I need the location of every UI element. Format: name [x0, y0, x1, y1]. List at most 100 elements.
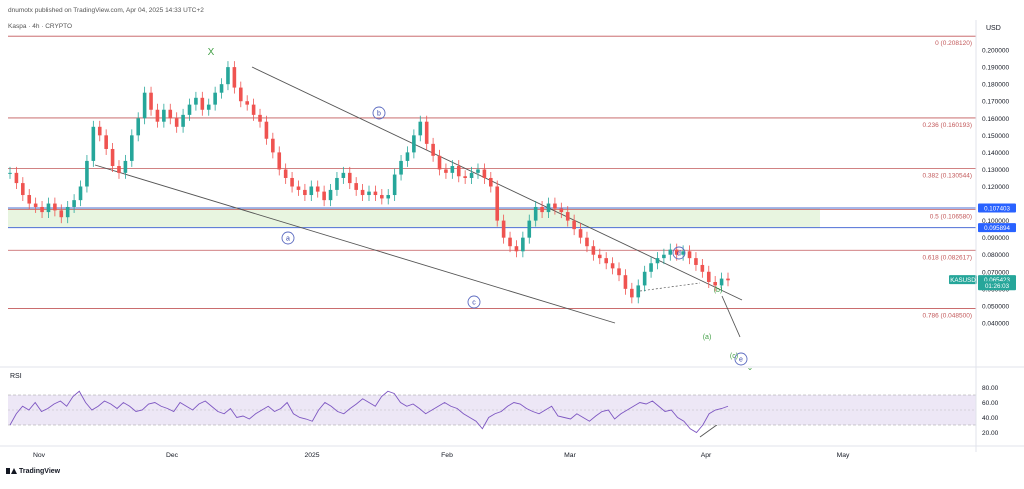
candle-body [578, 229, 583, 238]
candle-body [444, 169, 448, 173]
candle-body [238, 87, 243, 102]
candle-body [482, 169, 487, 178]
candle-body [700, 264, 705, 272]
rsi-tick-label: 80.00 [982, 385, 999, 392]
candle-body [649, 263, 653, 272]
candle-body [155, 109, 160, 122]
rsi-tick-label: 40.00 [982, 415, 999, 422]
candle-body [232, 67, 237, 88]
candle-body [610, 263, 615, 269]
price-tag-label: 0.107403 [984, 205, 1010, 212]
y-tick-label: 0.170000 [982, 99, 1009, 106]
x-tick-label: 2025 [304, 452, 319, 459]
candle-body [315, 186, 320, 192]
candle-body [501, 220, 506, 238]
y-tick-label: 0.190000 [982, 65, 1009, 72]
candle-body [271, 138, 275, 153]
candle-body [373, 191, 378, 196]
x-tick-label: Dec [166, 452, 179, 459]
candle-body [33, 203, 38, 207]
candle-body [303, 189, 307, 196]
price-tag-label: 01:26:03 [985, 283, 1010, 290]
wave-label-circle [281, 231, 295, 245]
y-tick-label: 0.140000 [982, 150, 1009, 157]
candle-body [521, 237, 525, 252]
x-tick-label: Feb [441, 452, 453, 459]
wave-label-circle [672, 246, 686, 260]
rsi-tick-label: 20.00 [982, 430, 999, 437]
rsi-tick-label: 60.00 [982, 400, 999, 407]
zone-fill [8, 207, 820, 228]
fib-label: 0.236 (0.160193) [922, 122, 972, 129]
tradingview-icon [6, 467, 17, 475]
candle-body [104, 135, 108, 149]
candle-body [65, 206, 70, 218]
candle-body [187, 104, 192, 115]
candle-body [14, 172, 19, 184]
candle-body [85, 160, 89, 187]
x-tick-label: Nov [33, 452, 46, 459]
candle-body [392, 174, 397, 196]
candle-body [46, 203, 51, 213]
candle-body [489, 177, 493, 187]
candle-body [399, 160, 403, 175]
candle-body [694, 258, 698, 265]
candle-body [431, 143, 435, 156]
fibonacci-levels: 0 (0.208120) 0.236 (0.160193) 0.382 (0.130… [8, 35, 976, 319]
y-tick-label: 0.160000 [982, 116, 1009, 123]
candle-body [117, 166, 121, 173]
candle-body [290, 177, 294, 187]
candle-body [706, 271, 711, 283]
channel-lower-line [94, 164, 616, 324]
fib-label: 0.786 (0.048500) [922, 312, 972, 319]
candle-body [97, 126, 102, 136]
candle-body [283, 169, 288, 178]
price-tag-label: KASUSD [950, 277, 976, 284]
candle-body [110, 148, 115, 167]
x-tick-label: Apr [701, 452, 712, 459]
price-tag-blue [978, 223, 1016, 233]
candle-body [604, 258, 608, 264]
candle-body [367, 191, 371, 196]
candle-body [687, 251, 692, 259]
wave-label-e: e [739, 357, 743, 364]
candle-body [258, 114, 262, 122]
y-tick-label: 0.090000 [982, 235, 1009, 242]
candle-body [540, 206, 544, 213]
projection-arrow-line [721, 295, 741, 338]
price-series [8, 61, 730, 304]
price-tag-blue [978, 203, 1016, 213]
price-tag-time [978, 281, 1016, 291]
wave-label-d: d [677, 251, 681, 258]
candle-body [553, 203, 557, 209]
candle-body [328, 189, 333, 201]
candle-body [450, 166, 455, 173]
candle-body [206, 104, 211, 110]
wave-label-(c): (c) [730, 353, 738, 360]
wave-label-b: b [377, 111, 381, 118]
candle-body [226, 67, 230, 85]
candle-body [277, 152, 282, 170]
candle-body [527, 220, 532, 238]
candle-body [476, 169, 480, 173]
candle-body [8, 172, 12, 174]
rsi-line [9, 390, 729, 434]
candle-body [719, 278, 724, 286]
candle-body [565, 212, 570, 221]
candle-body [386, 195, 391, 199]
y-tick-label: 0.180000 [982, 82, 1009, 89]
price-tag-label: 0.065423 [984, 277, 1010, 284]
candle-body [508, 237, 512, 247]
candle-body [437, 155, 442, 170]
candle-body [514, 246, 519, 252]
y-tick-label: 0.120000 [982, 184, 1009, 191]
candle-body [456, 166, 461, 177]
tradingview-logo[interactable]: TradingView [6, 467, 60, 475]
candle-body [27, 195, 32, 204]
candle-body [341, 172, 346, 178]
y-tick-label: 0.080000 [982, 252, 1009, 259]
candle-body [591, 246, 596, 255]
publisher-line: dnumotx published on TradingView.com, Ap… [8, 7, 204, 14]
